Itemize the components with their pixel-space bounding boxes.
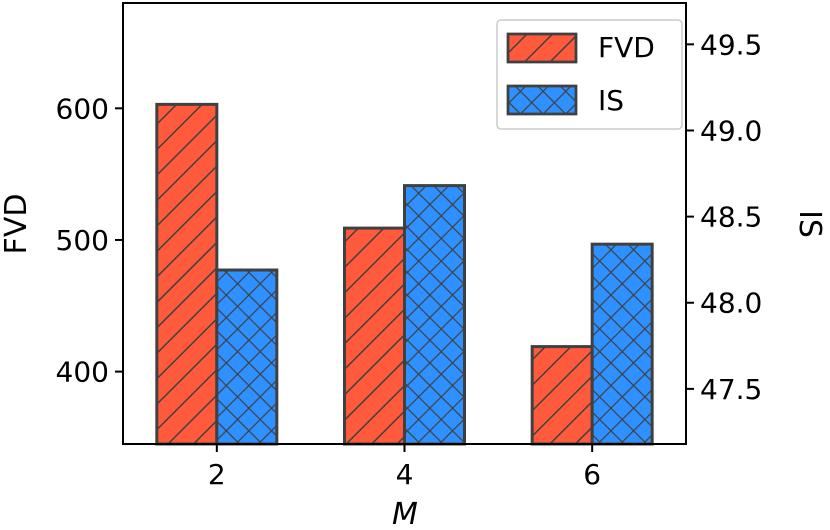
- bar-fvd-6: [530, 345, 594, 446]
- x-axis-label: M: [392, 497, 418, 530]
- y-axis-left-label: FVD: [0, 194, 34, 255]
- x-tick-label-4: 4: [396, 458, 414, 491]
- legend-entry-fvd: FVD: [506, 31, 655, 64]
- y-axis-right-label: IS: [792, 210, 827, 238]
- y-right-tick-label-49.5: 49.5: [700, 28, 762, 61]
- x-tick-label-6: 6: [583, 458, 601, 491]
- legend-swatch-fvd-hatch: [506, 32, 578, 64]
- y-right-tick-label-48.5: 48.5: [700, 201, 762, 234]
- bar-fvd-4: [343, 226, 406, 446]
- x-axis: 2 4 6: [208, 444, 601, 491]
- y-right-tick-label-48: 48.0: [700, 287, 762, 320]
- bar-is-4: [403, 184, 466, 446]
- bar-is-6: [590, 242, 654, 446]
- bar-fvd-2: [155, 102, 219, 446]
- y-right-tick-label-47.5: 47.5: [700, 373, 762, 406]
- legend-label-fvd: FVD: [598, 31, 655, 64]
- legend-swatch-is-hatch: [506, 84, 578, 116]
- legend-entry-is: IS: [506, 84, 624, 117]
- legend: FVD IS: [496, 19, 683, 130]
- y-axis-left: 400 500 600: [56, 92, 123, 389]
- bars-layer: [155, 102, 654, 446]
- x-tick-label-2: 2: [208, 458, 226, 491]
- y-left-tick-label-600: 600: [56, 92, 109, 125]
- bar-is-2: [215, 268, 279, 446]
- legend-label-is: IS: [598, 84, 624, 117]
- y-left-tick-label-400: 400: [56, 356, 109, 389]
- y-left-tick-label-500: 500: [56, 224, 109, 257]
- y-axis-right: 47.5 48.0 48.5 49.0 49.5: [686, 28, 762, 406]
- y-right-tick-label-49: 49.0: [700, 114, 762, 147]
